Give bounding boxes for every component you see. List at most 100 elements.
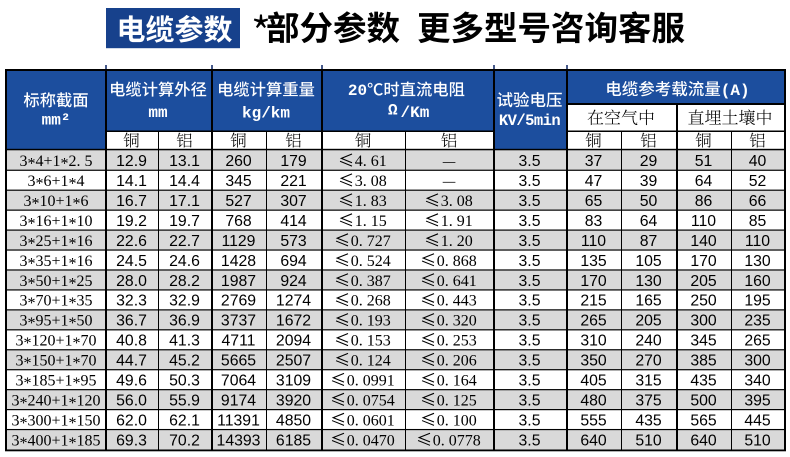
svg-text:29: 29	[640, 153, 658, 170]
svg-text:179: 179	[280, 153, 307, 170]
svg-text:555: 555	[580, 412, 607, 429]
svg-text:19.7: 19.7	[169, 213, 200, 230]
svg-text:565: 565	[690, 412, 717, 429]
svg-text:0. 100: 0. 100	[437, 412, 477, 429]
svg-text:315: 315	[635, 373, 662, 390]
svg-text:3.5: 3.5	[519, 293, 541, 310]
svg-text:110: 110	[691, 213, 716, 230]
svg-text:50.3: 50.3	[169, 373, 200, 390]
svg-text:36.9: 36.9	[169, 313, 200, 330]
svg-text:17.1: 17.1	[169, 193, 200, 210]
svg-text:4711: 4711	[222, 333, 256, 350]
svg-text:3*95+1*50: 3*95+1*50	[19, 313, 92, 333]
svg-text:24.6: 24.6	[169, 253, 200, 270]
svg-text:52: 52	[749, 173, 767, 190]
svg-text:kg/km: kg/km	[242, 105, 290, 123]
svg-text:195: 195	[744, 293, 771, 310]
svg-text:235: 235	[744, 313, 771, 330]
svg-text:414: 414	[280, 213, 307, 230]
svg-text:0. 0991: 0. 0991	[347, 373, 395, 390]
svg-text:51: 51	[695, 153, 713, 170]
svg-text:6185: 6185	[276, 432, 311, 449]
svg-text:4850: 4850	[276, 412, 311, 429]
svg-text:924: 924	[280, 273, 307, 290]
svg-text:62.1: 62.1	[169, 412, 200, 429]
svg-text:2507: 2507	[276, 353, 311, 370]
svg-text:22.6: 22.6	[116, 233, 147, 250]
svg-text:130: 130	[635, 273, 662, 290]
svg-text:345: 345	[225, 173, 252, 190]
svg-text:3.5: 3.5	[519, 412, 541, 429]
svg-text:0. 268: 0. 268	[351, 293, 391, 310]
svg-text:65: 65	[585, 193, 603, 210]
svg-text:3*150+1*70: 3*150+1*70	[15, 353, 96, 373]
svg-text:47: 47	[585, 173, 603, 190]
svg-text:375: 375	[635, 393, 662, 410]
svg-text:3*300+1*150: 3*300+1*150	[11, 412, 100, 432]
svg-text:2769: 2769	[221, 293, 256, 310]
svg-text:0. 868: 0. 868	[437, 253, 477, 270]
svg-text:41.3: 41.3	[169, 333, 200, 350]
svg-text:340: 340	[744, 373, 771, 390]
svg-text:87: 87	[640, 233, 658, 250]
svg-text:3*10+1*6: 3*10+1*6	[23, 193, 88, 213]
svg-text:mm²: mm²	[42, 112, 71, 130]
svg-text:694: 694	[280, 253, 307, 270]
svg-text:4. 61: 4. 61	[355, 153, 387, 170]
svg-text:1. 20: 1. 20	[441, 233, 473, 250]
svg-text:1274: 1274	[276, 293, 311, 310]
svg-text:640: 640	[580, 432, 607, 449]
svg-text:1987: 1987	[221, 273, 256, 290]
svg-text:3.5: 3.5	[519, 273, 541, 290]
svg-text:110: 110	[581, 233, 606, 250]
svg-text:0. 206: 0. 206	[437, 353, 477, 370]
svg-text:170: 170	[580, 273, 607, 290]
svg-text:3.5: 3.5	[519, 193, 541, 210]
svg-text:3.5: 3.5	[519, 313, 541, 330]
svg-text:250: 250	[690, 293, 717, 310]
svg-text:310: 310	[580, 333, 607, 350]
svg-text:49.6: 49.6	[116, 373, 147, 390]
svg-text:83: 83	[585, 213, 603, 230]
svg-text:3*120+1*70: 3*120+1*70	[15, 333, 96, 353]
svg-text:14.4: 14.4	[169, 173, 200, 190]
svg-text:20: 20	[348, 82, 367, 100]
svg-text:1129: 1129	[222, 233, 256, 250]
svg-text:1428: 1428	[221, 253, 256, 270]
svg-text:270: 270	[635, 353, 662, 370]
svg-text:480: 480	[580, 393, 607, 410]
svg-text:527: 527	[225, 193, 251, 210]
svg-text:205: 205	[635, 313, 662, 330]
svg-text:140: 140	[690, 233, 717, 250]
svg-text:45.2: 45.2	[169, 353, 200, 370]
svg-text:3*35+1*16: 3*35+1*16	[19, 253, 92, 273]
svg-text:640: 640	[690, 432, 717, 449]
svg-text:28.2: 28.2	[169, 273, 200, 290]
svg-text:135: 135	[580, 253, 607, 270]
svg-text:40: 40	[749, 153, 767, 170]
svg-text:3. 08: 3. 08	[441, 193, 473, 210]
svg-text:Ω: Ω	[388, 102, 398, 120]
svg-text:3*16+1*10: 3*16+1*10	[19, 213, 92, 233]
svg-text:110: 110	[745, 233, 770, 250]
svg-text:3.5: 3.5	[519, 253, 541, 270]
svg-text:0. 153: 0. 153	[351, 333, 391, 350]
svg-text:3. 08: 3. 08	[355, 173, 387, 190]
svg-text:205: 205	[690, 273, 717, 290]
svg-text:14393: 14393	[217, 432, 261, 449]
svg-text:44.7: 44.7	[116, 353, 147, 370]
svg-text:64: 64	[695, 173, 713, 190]
svg-text:3737: 3737	[221, 313, 256, 330]
svg-text:9174: 9174	[221, 393, 256, 410]
svg-text:385: 385	[690, 353, 717, 370]
svg-text:350: 350	[580, 353, 607, 370]
svg-text:/Km: /Km	[401, 104, 430, 122]
svg-text:85: 85	[749, 213, 767, 230]
svg-text:130: 130	[744, 253, 771, 270]
svg-text:11391: 11391	[217, 412, 260, 429]
svg-text:KV/5min: KV/5min	[499, 112, 561, 130]
svg-text:573: 573	[280, 233, 307, 250]
svg-text:435: 435	[635, 412, 662, 429]
svg-text:435: 435	[690, 373, 717, 390]
svg-text:0. 443: 0. 443	[437, 293, 477, 310]
